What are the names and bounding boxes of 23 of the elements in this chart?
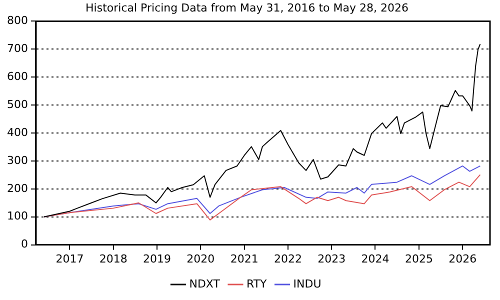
y-tick-label: 600 <box>6 70 28 83</box>
y-tick-label: 700 <box>6 42 28 56</box>
x-tick-label: 2021 <box>230 252 258 266</box>
x-tick-label: 2022 <box>274 252 302 266</box>
y-tick-label: 400 <box>6 126 28 139</box>
x-tick-label: 2019 <box>142 252 171 266</box>
x-tick-label: 2023 <box>318 252 346 266</box>
legend-label: NDXT <box>189 277 220 290</box>
legend-label: INDU <box>293 277 322 290</box>
y-tick-label: 0 <box>20 238 28 251</box>
y-tick-label: 200 <box>6 182 28 195</box>
legend-label: RTY <box>246 277 268 290</box>
x-tick-label: 2018 <box>99 252 128 266</box>
y-tick-label: 500 <box>6 98 28 111</box>
x-tick-label: 2026 <box>448 252 477 266</box>
x-tick-label: 2017 <box>56 252 84 266</box>
y-tick-label: 300 <box>6 154 28 167</box>
y-tick-label: 800 <box>6 14 28 28</box>
chart-title: Historical Pricing Data from May 31, 2016 to May 28, 2026 <box>86 1 408 14</box>
x-tick-label: 2024 <box>361 252 390 266</box>
x-tick-label: 2025 <box>404 252 433 266</box>
y-tick-label: 100 <box>6 210 28 223</box>
x-tick-label: 2020 <box>186 252 215 266</box>
